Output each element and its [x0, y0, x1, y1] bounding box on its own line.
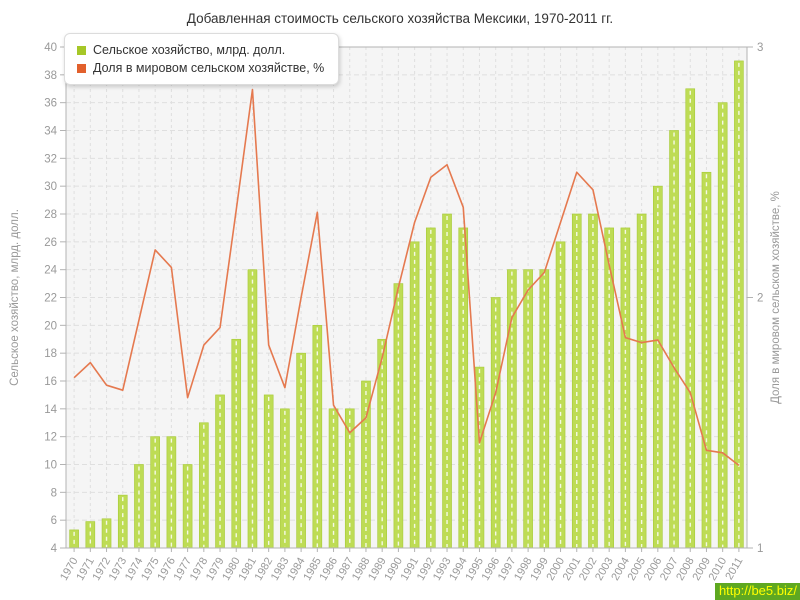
left-axis-tick-label: 12 — [44, 432, 57, 444]
left-axis-tick-label: 20 — [44, 320, 57, 332]
left-axis-tick-label: 36 — [44, 98, 57, 110]
share-line — [73, 88, 740, 466]
left-axis-tick-label: 40 — [44, 42, 57, 54]
line-series-swatch-icon — [77, 63, 86, 73]
legend: Сельское хозяйство, млрд. долл. Доля в м… — [64, 33, 340, 85]
left-axis-tick-label: 30 — [44, 181, 57, 193]
right-axis-tick-label: 2 — [757, 293, 763, 305]
left-axis-tick-label: 16 — [44, 376, 57, 388]
bar-series-swatch-icon — [77, 45, 86, 55]
legend-item-world-share[interactable]: Доля в мировом сельском хозяйстве, % — [77, 59, 324, 77]
left-axis-tick-label: 26 — [44, 237, 57, 249]
legend-item-label: Доля в мировом сельском хозяйстве, % — [93, 61, 325, 75]
left-axis-tick-label: 34 — [44, 126, 57, 138]
bar-1975 — [150, 436, 160, 549]
left-axis-tick-label: 6 — [51, 515, 57, 527]
right-axis-title: Доля в мировом сельском хозяйстве, % — [770, 191, 782, 404]
left-axis-tick-label: 24 — [44, 265, 57, 277]
left-axis-tick-label: 22 — [44, 293, 57, 305]
bar-1992 — [426, 227, 436, 549]
left-axis-tick-label: 4 — [51, 543, 58, 555]
left-axis-tick-label: 10 — [44, 460, 57, 472]
bar-1994 — [458, 227, 469, 549]
left-axis-tick-label: 28 — [44, 209, 57, 221]
left-axis-tick-label: 8 — [51, 487, 57, 499]
left-axis-tick-label: 18 — [44, 348, 57, 360]
bar-2004 — [620, 227, 631, 549]
left-axis-title: Сельское хозяйство, млрд. долл. — [9, 209, 21, 386]
watermark-link[interactable]: http://be5.biz/ — [714, 583, 800, 600]
chart-title: Добавленная стоимость сельского хозяйств… — [186, 11, 614, 26]
left-axis-tick-label: 14 — [44, 404, 57, 416]
legend-item-label: Сельское хозяйство, млрд. долл. — [93, 43, 286, 57]
right-axis-tick-label: 3 — [757, 42, 763, 54]
x-axis-label-2011: 2011 — [723, 556, 745, 582]
right-axis-tick-label: 1 — [757, 543, 763, 555]
left-axis-tick-label: 32 — [44, 153, 57, 165]
legend-item-agriculture[interactable]: Сельское хозяйство, млрд. долл. — [77, 41, 324, 59]
bar-1980 — [231, 338, 242, 549]
left-axis-tick-label: 38 — [44, 70, 57, 82]
bar-1976 — [166, 436, 177, 549]
